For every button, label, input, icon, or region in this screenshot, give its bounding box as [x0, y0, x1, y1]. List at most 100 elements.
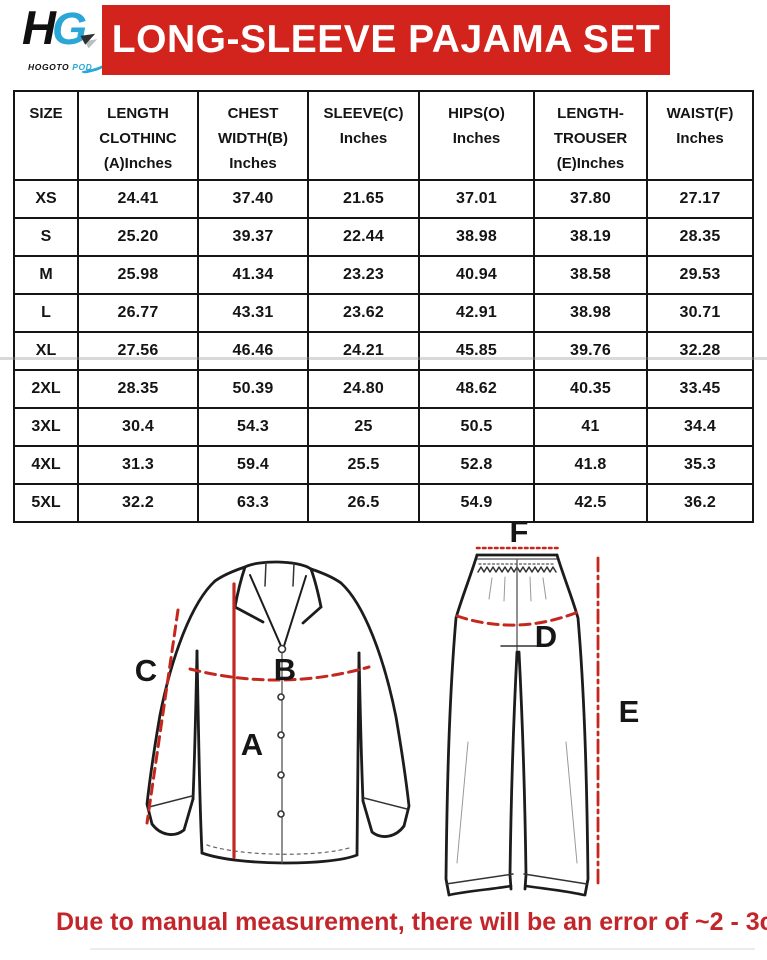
- value-cell: 38.58: [533, 255, 648, 295]
- value-cell: 24.21: [307, 331, 420, 371]
- value-cell: 37.80: [533, 179, 648, 219]
- size-table: SIZE LENGTH CLOTHINC (A)Inches CHEST WIDTH(…: [13, 90, 754, 523]
- scan-artifact-line: [0, 357, 767, 360]
- value-cell: 27.17: [646, 179, 754, 219]
- value-cell: 28.35: [77, 369, 199, 409]
- value-cell: 23.62: [307, 293, 420, 333]
- table-row: S 25.20 39.37 22.44 38.98 38.19 28.35: [13, 217, 754, 257]
- value-cell: 24.41: [77, 179, 199, 219]
- measurement-label-e: E: [619, 694, 640, 729]
- value-cell: 26.77: [77, 293, 199, 333]
- table-row: L 26.77 43.31 23.62 42.91 38.98 30.71: [13, 293, 754, 333]
- value-cell: 63.3: [197, 483, 309, 523]
- size-cell: L: [13, 293, 79, 333]
- value-cell: 41.34: [197, 255, 309, 295]
- measurement-label-d: D: [535, 619, 557, 654]
- value-cell: 42.5: [533, 483, 648, 523]
- table-row: 2XL 28.35 50.39 24.80 48.62 40.35 33.45: [13, 369, 754, 409]
- scan-artifact-line: [90, 948, 755, 950]
- value-cell: 41: [533, 407, 648, 447]
- footer-note: Due to manual measurement, there will be…: [56, 908, 767, 936]
- value-cell: 23.23: [307, 255, 420, 295]
- value-cell: 25: [307, 407, 420, 447]
- pajama-trousers-drawing: [444, 553, 590, 897]
- value-cell: 36.2: [646, 483, 754, 523]
- value-cell: 25.5: [307, 445, 420, 485]
- logo-wordmark: HOGOTO POD: [28, 62, 92, 72]
- size-cell: XS: [13, 179, 79, 219]
- value-cell: 39.37: [197, 217, 309, 257]
- measurement-lines: [145, 546, 600, 889]
- value-cell: 42.91: [418, 293, 535, 333]
- table-row: 4XL 31.3 59.4 25.5 52.8 41.8 35.3: [13, 445, 754, 485]
- value-cell: 37.40: [197, 179, 309, 219]
- size-cell: XL: [13, 331, 79, 371]
- size-cell: M: [13, 255, 79, 295]
- size-table-header: SIZE LENGTH CLOTHINC (A)Inches CHEST WIDTH(…: [13, 90, 754, 181]
- header-hips: HIPS(O) Inches: [418, 90, 535, 181]
- value-cell: 38.98: [418, 217, 535, 257]
- logo-letter-h: H: [22, 1, 56, 54]
- value-cell: 30.4: [77, 407, 199, 447]
- page-title: LONG-SLEEVE PAJAMA SET: [111, 18, 661, 61]
- value-cell: 43.31: [197, 293, 309, 333]
- value-cell: 39.76: [533, 331, 648, 371]
- table-row: 5XL 32.2 63.3 26.5 54.9 42.5 36.2: [13, 483, 754, 523]
- value-cell: 40.35: [533, 369, 648, 409]
- value-cell: 26.5: [307, 483, 420, 523]
- measurement-line-b: [188, 665, 371, 682]
- value-cell: 46.46: [197, 331, 309, 371]
- value-cell: 25.98: [77, 255, 199, 295]
- value-cell: 33.45: [646, 369, 754, 409]
- value-cell: 45.85: [418, 331, 535, 371]
- value-cell: 41.8: [533, 445, 648, 485]
- title-banner: LONG-SLEEVE PAJAMA SET: [102, 5, 670, 75]
- table-row: 3XL 30.4 54.3 25 50.5 41 34.4: [13, 407, 754, 447]
- size-cell: 4XL: [13, 445, 79, 485]
- size-cell: 2XL: [13, 369, 79, 409]
- value-cell: 29.53: [646, 255, 754, 295]
- value-cell: 40.94: [418, 255, 535, 295]
- value-cell: 59.4: [197, 445, 309, 485]
- measurement-label-c: C: [135, 653, 157, 688]
- value-cell: 54.3: [197, 407, 309, 447]
- value-cell: 52.8: [418, 445, 535, 485]
- value-cell: 30.71: [646, 293, 754, 333]
- brand-logo: H G HOGOTO POD: [22, 3, 117, 80]
- value-cell: 32.28: [646, 331, 754, 371]
- logo-wordmark-accent: POD: [72, 62, 93, 72]
- header-sleeve: SLEEVE(C) Inches: [307, 90, 420, 181]
- header-length-clothing: LENGTH CLOTHINC (A)Inches: [77, 90, 199, 181]
- logo-letter-g: G: [52, 3, 88, 54]
- value-cell: 35.3: [646, 445, 754, 485]
- value-cell: 48.62: [418, 369, 535, 409]
- header-waist: WAIST(F) Inches: [646, 90, 754, 181]
- value-cell: 38.98: [533, 293, 648, 333]
- value-cell: 24.80: [307, 369, 420, 409]
- value-cell: 38.19: [533, 217, 648, 257]
- value-cell: 31.3: [77, 445, 199, 485]
- header-chest-width: CHEST WIDTH(B) Inches: [197, 90, 309, 181]
- size-cell: 3XL: [13, 407, 79, 447]
- table-row: XL 27.56 46.46 24.21 45.85 39.76 32.28: [13, 331, 754, 371]
- measurement-label-f: F: [510, 515, 529, 549]
- measurement-diagram: A B C D E F: [135, 515, 640, 897]
- pajama-top-drawing: [145, 560, 411, 865]
- logo-wordmark-primary: HOGOTO: [28, 62, 70, 72]
- value-cell: 32.2: [77, 483, 199, 523]
- value-cell: 50.39: [197, 369, 309, 409]
- size-cell: S: [13, 217, 79, 257]
- measurement-label-a: A: [241, 727, 263, 762]
- table-row: M 25.98 41.34 23.23 40.94 38.58 29.53: [13, 255, 754, 295]
- value-cell: 28.35: [646, 217, 754, 257]
- value-cell: 37.01: [418, 179, 535, 219]
- header-size: SIZE: [13, 90, 79, 181]
- value-cell: 34.4: [646, 407, 754, 447]
- value-cell: 50.5: [418, 407, 535, 447]
- size-cell: 5XL: [13, 483, 79, 523]
- value-cell: 21.65: [307, 179, 420, 219]
- value-cell: 25.20: [77, 217, 199, 257]
- measurement-label-b: B: [274, 652, 296, 687]
- measurement-line-c: [145, 608, 180, 825]
